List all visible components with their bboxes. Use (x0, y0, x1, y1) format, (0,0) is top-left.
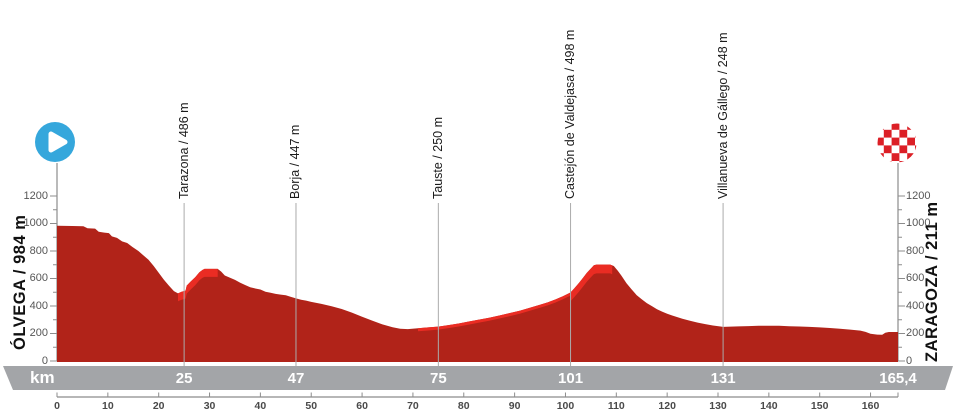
climb-band (570, 264, 613, 302)
km-band-number: 25 (175, 370, 193, 387)
km-ruler-number: 30 (203, 400, 216, 412)
left-elevation-tick-label: 1000 (23, 217, 48, 229)
checkered-finish-icon (877, 123, 917, 163)
waypoint-label: Tarazona / 486 m (176, 102, 191, 199)
km-ruler-number: 10 (102, 400, 114, 412)
km-band-number: 47 (287, 370, 305, 387)
waypoint-label: Borja / 447 m (288, 124, 303, 199)
km-ruler-number: 80 (457, 400, 470, 412)
play-icon (35, 122, 75, 162)
km-ruler-number: 60 (356, 400, 368, 412)
waypoint-label: Tauste / 250 m (430, 117, 445, 199)
km-ruler-number: 150 (810, 400, 829, 412)
km-ruler-number: 70 (407, 400, 419, 412)
km-ruler-number: 40 (254, 400, 267, 412)
km-ruler-number: 0 (54, 400, 60, 412)
left-elevation-tick-label: 1200 (23, 189, 48, 202)
km-band-total-distance: 165,4 (879, 370, 917, 387)
km-ruler-number: 160 (861, 400, 880, 412)
km-ruler-number: 90 (508, 400, 521, 412)
waypoint-label: Castejón de Valdejasa / 498 m (563, 29, 578, 199)
elevation-area (57, 225, 898, 362)
km-band-number: 75 (430, 370, 447, 387)
left-elevation-tick-label: 400 (29, 299, 48, 312)
km-band-number: 101 (558, 370, 584, 387)
km-band: km (3, 366, 953, 390)
left-elevation-tick-label: 200 (29, 327, 48, 339)
left-elevation-tick-label: 600 (29, 272, 48, 284)
km-band-number: 131 (710, 370, 736, 387)
right-elevation-tick-label: 800 (906, 244, 925, 257)
climb-band (178, 268, 218, 302)
right-elevation-tick-label: 600 (906, 272, 925, 284)
right-elevation-tick-label: 1200 (906, 189, 931, 202)
km-ruler-number: 140 (760, 400, 778, 412)
km-ruler-number: 20 (152, 400, 165, 412)
km-ruler-number: 50 (305, 400, 318, 412)
km-ruler-number: 100 (556, 400, 575, 412)
km-ruler-number: 110 (607, 400, 625, 412)
km-ruler-number: 130 (709, 400, 727, 412)
right-elevation-tick-label: 1000 (906, 217, 931, 229)
right-elevation-tick-label: 0 (906, 354, 913, 367)
play-triangle (48, 131, 68, 153)
left-elevation-tick-label: 800 (29, 244, 48, 257)
right-elevation-tick-label: 400 (906, 299, 925, 312)
waypoint-label: Villanueva de Gállego / 248 m (715, 32, 730, 199)
left-elevation-tick-label: 0 (41, 354, 48, 367)
right-elevation-tick-label: 200 (906, 327, 925, 339)
climb-band (418, 292, 571, 332)
km-ruler-number: 120 (658, 400, 676, 412)
km-band-unit-label: km (30, 368, 55, 387)
